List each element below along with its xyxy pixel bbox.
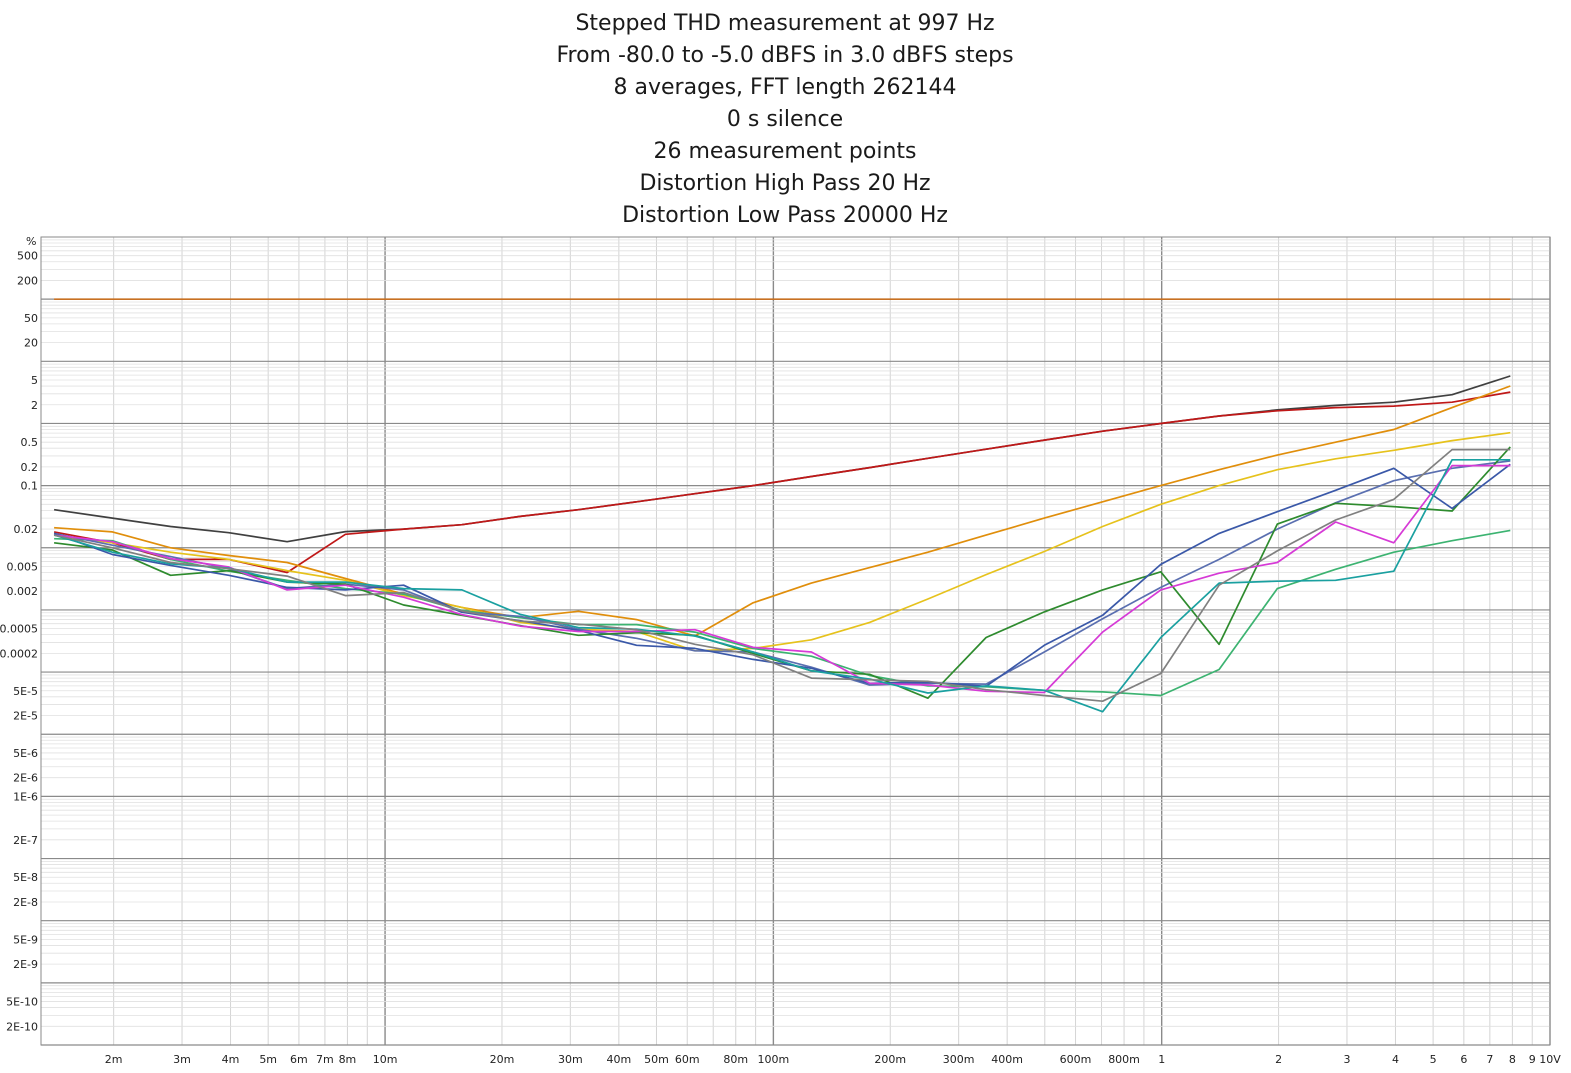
x-tick-label: 60m [675, 1053, 700, 1066]
x-tick-label: 1 [1158, 1053, 1165, 1066]
x-tick-label: 30m [558, 1053, 583, 1066]
x-tick-label: 5 [1430, 1053, 1437, 1066]
x-tick-label: 4 [1392, 1053, 1399, 1066]
y-tick-label: 2E-6 [13, 772, 38, 785]
y-tick-label: 2E-5 [13, 710, 38, 723]
grid [40, 236, 1551, 1046]
chart-title-line: From -80.0 to -5.0 dBFS in 3.0 dBFS step… [556, 43, 1013, 68]
y-tick-label: 0.2 [21, 461, 39, 474]
y-tick-label: 2E-9 [13, 958, 38, 971]
y-tick-label: 2E-8 [13, 896, 38, 909]
y-tick-label: 0.002 [7, 585, 39, 598]
plot-border [40, 236, 1551, 1046]
x-tick-label: 8m [339, 1053, 357, 1066]
series-line-3 [53, 391, 1511, 574]
series-line-4 [54, 385, 1511, 637]
y-tick-label: 5E-5 [13, 685, 38, 698]
y-tick-label: 0.02 [14, 523, 39, 536]
x-tick-label: 7m [316, 1053, 334, 1066]
y-axis-ticks: 500 200 50 20 5 2 0.5 0.2 0.1 0.02 0.005 0.002 0.000… [0, 250, 38, 1034]
x-axis-ticks: 2m 3m 4m 5m 6m 7m 8m 10m 20m 30m 40m 50m 60m 80m 100m 2… [105, 1053, 1561, 1066]
chart-title-line: 0 s silence [727, 107, 843, 132]
x-tick-label: 5m [259, 1053, 277, 1066]
series-line-5 [53, 431, 1511, 652]
series-line-9 [53, 463, 1511, 688]
chart-title-line: Stepped THD measurement at 997 Hz [575, 11, 994, 36]
y-tick-label: 50 [24, 312, 38, 325]
y-tick-label: 5 [31, 374, 38, 387]
x-tick-label: 3m [173, 1053, 191, 1066]
chart-title-line: 26 measurement points [653, 139, 916, 164]
y-tick-label: 200 [17, 274, 38, 287]
x-tick-label: 7 [1486, 1053, 1493, 1066]
y-tick-label: 20 [24, 337, 38, 350]
x-tick-label: 20m [490, 1053, 515, 1066]
y-tick-label: 0.0005 [0, 623, 38, 636]
x-tick-label: 2 [1275, 1053, 1282, 1066]
x-tick-label: 9 [1529, 1053, 1536, 1066]
y-tick-label: 1E-6 [13, 790, 38, 803]
chart-title-line: Distortion Low Pass 20000 Hz [622, 203, 948, 228]
plot-area [41, 237, 1550, 1045]
y-tick-label: 0.1 [21, 480, 39, 493]
y-tick-label: 2E-10 [6, 1020, 38, 1033]
x-tick-label: 2m [105, 1053, 123, 1066]
x-tick-label: 4m [222, 1053, 240, 1066]
x-tick-label: 200m [874, 1053, 906, 1066]
x-tick-label: 3 [1343, 1053, 1350, 1066]
x-tick-label: 10m [373, 1053, 398, 1066]
y-tick-label: 5E-9 [13, 933, 38, 946]
x-tick-label: 100m [758, 1053, 790, 1066]
y-tick-label: 0.5 [21, 436, 39, 449]
y-tick-label: 0.0002 [0, 647, 38, 660]
x-tick-label: 800m [1108, 1053, 1140, 1066]
x-tick-label: 80m [723, 1053, 748, 1066]
y-tick-label: 5E-8 [13, 871, 38, 884]
series-line-11 [53, 458, 1511, 713]
y-axis-label: % [26, 235, 36, 248]
x-tick-label: 300m [943, 1053, 975, 1066]
y-tick-label: 2E-7 [13, 834, 38, 847]
x-tick-label: 6m [290, 1053, 308, 1066]
x-tick-label: 10V [1539, 1053, 1561, 1066]
series-lines [53, 298, 1511, 713]
y-tick-label: 5E-10 [6, 996, 38, 1009]
x-tick-label: 6 [1460, 1053, 1467, 1066]
chart-title-line: 8 averages, FFT length 262144 [614, 75, 957, 100]
series-line-12 [53, 448, 1511, 703]
x-tick-label: 50m [644, 1053, 669, 1066]
x-tick-label: 40m [606, 1053, 631, 1066]
chart-title: Stepped THD measurement at 997 Hz From -8… [556, 11, 1013, 228]
x-tick-label: 400m [991, 1053, 1023, 1066]
x-tick-label: 600m [1060, 1053, 1092, 1066]
y-tick-label: 5E-6 [13, 747, 38, 760]
series-line-10 [54, 464, 1511, 694]
y-tick-label: 0.005 [7, 560, 39, 573]
y-tick-label: 2 [31, 399, 38, 412]
x-tick-label: 8 [1509, 1053, 1516, 1066]
y-tick-label: 500 [17, 250, 38, 263]
chart-title-line: Distortion High Pass 20 Hz [639, 171, 930, 196]
